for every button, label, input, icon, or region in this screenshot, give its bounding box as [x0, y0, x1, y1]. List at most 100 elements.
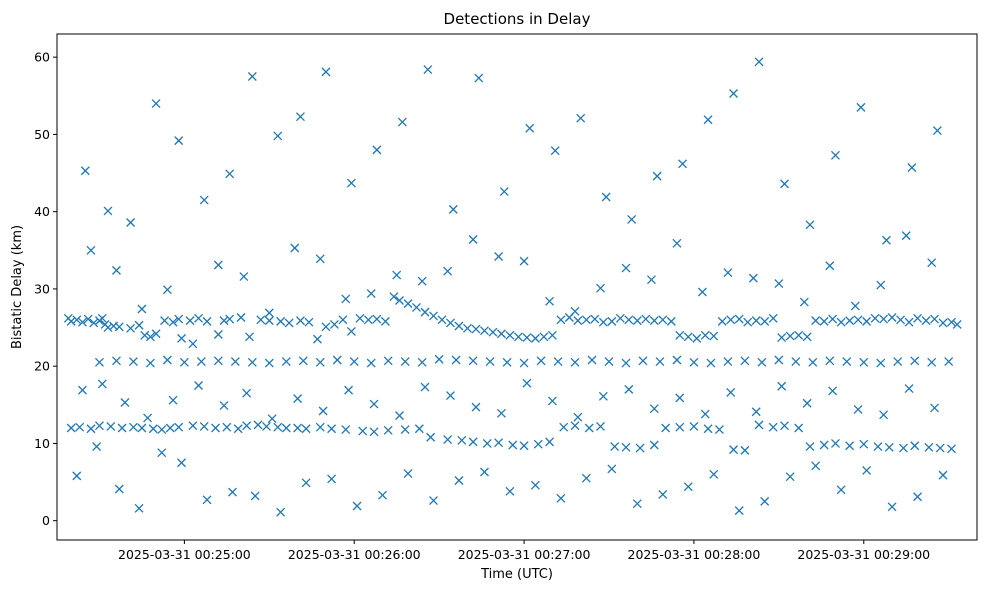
data-point-stroke [148, 424, 158, 434]
data-point-stroke [301, 424, 311, 434]
data-point [446, 391, 455, 400]
data-point-stroke [901, 231, 911, 241]
data-point-stroke [378, 490, 387, 500]
data-point-stroke [522, 333, 532, 343]
data-point [825, 261, 835, 271]
data-point-stroke [236, 313, 246, 322]
data-point [75, 422, 85, 432]
data-point-stroke [403, 469, 413, 479]
data-point [264, 358, 274, 368]
data-point [647, 275, 656, 285]
data-point [621, 263, 631, 273]
data-point [794, 330, 804, 340]
data-point [935, 443, 945, 453]
data-point [114, 484, 124, 494]
data-point-stroke [573, 412, 583, 422]
data-point [828, 314, 838, 324]
data-point [494, 438, 504, 448]
data-point-stroke [446, 391, 455, 400]
data-point [581, 315, 591, 325]
data-point-stroke [505, 330, 515, 340]
data-point-stroke [454, 476, 464, 485]
data-point [879, 314, 889, 324]
data-point-stroke [927, 258, 937, 268]
data-point-stroke [363, 315, 373, 325]
data-point-stroke [179, 357, 189, 367]
data-point-stroke [828, 314, 838, 324]
data-point-stroke [904, 384, 914, 394]
data-point [938, 318, 948, 328]
data-point-stroke [383, 425, 393, 435]
data-point [194, 313, 203, 323]
data-point-stroke [947, 444, 956, 454]
data-point-stroke [944, 357, 954, 367]
data-point [811, 316, 821, 326]
data-point [743, 317, 753, 327]
data-point [632, 316, 642, 326]
data-point [799, 297, 809, 307]
data-point-stroke [621, 263, 631, 273]
data-point-stroke [805, 220, 815, 230]
data-point-stroke [836, 317, 846, 327]
data-point-stroke [896, 315, 906, 325]
data-point-stroke [485, 357, 495, 367]
data-point-stroke [78, 385, 87, 395]
data-point [550, 146, 560, 156]
data-point-stroke [162, 285, 172, 295]
data-point-stroke [845, 316, 855, 326]
data-point [457, 435, 467, 445]
data-point-stroke [412, 303, 421, 312]
data-point [429, 496, 438, 506]
data-point [805, 442, 815, 451]
data-point-stroke [290, 243, 300, 253]
data-point [397, 117, 407, 127]
data-point-stroke [281, 357, 291, 367]
data-point-stroke [729, 89, 739, 98]
data-point-stroke [777, 381, 787, 391]
data-point [137, 423, 147, 433]
y-tick-label: 0 [42, 513, 50, 528]
data-point [417, 276, 427, 286]
data-point-stroke [346, 178, 356, 188]
data-point [358, 426, 368, 436]
data-point-stroke [140, 330, 150, 340]
data-point [496, 329, 506, 339]
data-point-stroke [751, 316, 761, 326]
data-point-stroke [389, 292, 399, 302]
data-point-stroke [700, 409, 710, 419]
data-point-stroke [624, 315, 634, 325]
data-point [757, 357, 767, 367]
data-point [66, 423, 76, 433]
data-point [896, 315, 906, 325]
data-point [831, 438, 840, 448]
data-point-stroke [114, 322, 124, 332]
data-point-stroke [805, 442, 815, 451]
data-point [921, 316, 931, 326]
data-point-stroke [632, 499, 642, 509]
data-point [672, 355, 682, 365]
data-point-stroke [598, 391, 608, 401]
data-point [573, 412, 583, 422]
data-point-stroke [496, 329, 506, 339]
data-point [151, 99, 161, 108]
data-point [86, 424, 96, 434]
x-axis: 2025-03-31 00:25:00 2025-03-31 00:26:00 20… [118, 540, 930, 562]
data-point-stroke [329, 320, 339, 329]
data-point-stroke [893, 357, 903, 367]
data-point-stroke [488, 327, 498, 337]
data-point-stroke [247, 72, 257, 81]
data-point-stroke [927, 357, 937, 367]
data-point [423, 65, 433, 74]
data-point [157, 425, 167, 434]
data-point-stroke [921, 316, 931, 326]
data-point-stroke [468, 235, 478, 244]
data-point [327, 474, 337, 484]
data-point [853, 404, 863, 414]
x-tick-label: 2025-03-31 00:29:00 [797, 547, 930, 562]
data-point [785, 472, 795, 482]
data-point-stroke [581, 473, 591, 483]
data-point-stroke [494, 438, 504, 448]
data-point-stroke [825, 261, 835, 271]
data-point-stroke [672, 238, 682, 248]
data-point [454, 476, 464, 485]
